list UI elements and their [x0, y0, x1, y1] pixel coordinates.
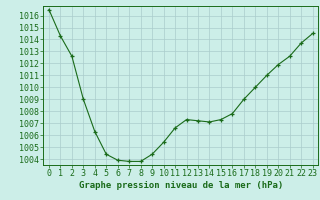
X-axis label: Graphe pression niveau de la mer (hPa): Graphe pression niveau de la mer (hPa) — [79, 181, 283, 190]
